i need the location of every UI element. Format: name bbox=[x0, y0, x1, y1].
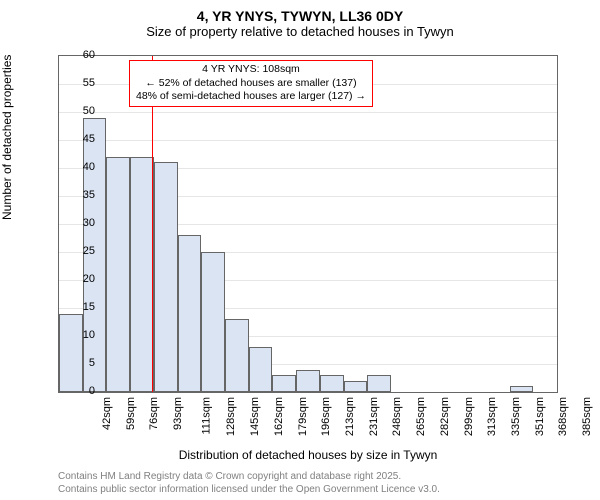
y-tick-label: 25 bbox=[65, 245, 95, 257]
x-tick-label: 265sqm bbox=[415, 397, 427, 436]
histogram-bar bbox=[106, 157, 130, 392]
histogram-bar bbox=[225, 319, 249, 392]
y-tick-label: 40 bbox=[65, 161, 95, 173]
histogram-bar bbox=[510, 386, 534, 392]
y-tick-label: 20 bbox=[65, 273, 95, 285]
y-tick-label: 10 bbox=[65, 329, 95, 341]
histogram-bar bbox=[272, 375, 296, 392]
x-tick-label: 128sqm bbox=[226, 397, 238, 436]
histogram-bar bbox=[130, 157, 154, 392]
x-tick-label: 231sqm bbox=[368, 397, 380, 436]
y-tick-label: 30 bbox=[65, 217, 95, 229]
histogram-bar bbox=[344, 381, 368, 392]
title-line-2: Size of property relative to detached ho… bbox=[0, 24, 600, 39]
x-tick-label: 385sqm bbox=[581, 397, 593, 436]
gridline bbox=[59, 140, 557, 141]
x-tick-label: 213sqm bbox=[344, 397, 356, 436]
x-tick-label: 248sqm bbox=[392, 397, 404, 436]
gridline bbox=[59, 112, 557, 113]
chart-container: 4, YR YNYS, TYWYN, LL36 0DY Size of prop… bbox=[0, 0, 600, 500]
footer-line-1: Contains HM Land Registry data © Crown c… bbox=[58, 471, 440, 484]
y-tick-label: 15 bbox=[65, 301, 95, 313]
histogram-bar bbox=[201, 252, 225, 392]
y-tick-label: 45 bbox=[65, 133, 95, 145]
x-tick-label: 351sqm bbox=[534, 397, 546, 436]
histogram-bar bbox=[296, 370, 320, 392]
annotation-line-2: ← 52% of detached houses are smaller (13… bbox=[136, 77, 366, 91]
y-tick-label: 50 bbox=[65, 105, 95, 117]
footer-attribution: Contains HM Land Registry data © Crown c… bbox=[58, 471, 440, 496]
chart-titles: 4, YR YNYS, TYWYN, LL36 0DY Size of prop… bbox=[0, 0, 600, 39]
x-tick-label: 282sqm bbox=[439, 397, 451, 436]
x-axis-label: Distribution of detached houses by size … bbox=[58, 448, 558, 462]
y-tick-label: 5 bbox=[65, 357, 95, 369]
x-tick-label: 76sqm bbox=[148, 397, 160, 430]
x-tick-label: 162sqm bbox=[273, 397, 285, 436]
y-axis-label: Number of detached properties bbox=[0, 55, 14, 220]
x-tick-label: 299sqm bbox=[463, 397, 475, 436]
y-tick-label: 0 bbox=[65, 385, 95, 397]
histogram-bar bbox=[367, 375, 391, 392]
x-tick-label: 59sqm bbox=[125, 397, 137, 430]
x-tick-label: 313sqm bbox=[486, 397, 498, 436]
y-tick-label: 35 bbox=[65, 189, 95, 201]
annotation-line-1: 4 YR YNYS: 108sqm bbox=[136, 63, 366, 77]
x-tick-label: 368sqm bbox=[558, 397, 570, 436]
histogram-bar bbox=[249, 347, 273, 392]
histogram-bar bbox=[178, 235, 202, 392]
title-line-1: 4, YR YNYS, TYWYN, LL36 0DY bbox=[0, 8, 600, 24]
annotation-box: 4 YR YNYS: 108sqm← 52% of detached house… bbox=[129, 60, 373, 107]
annotation-line-3: 48% of semi-detached houses are larger (… bbox=[136, 90, 366, 104]
x-tick-label: 335sqm bbox=[510, 397, 522, 436]
x-tick-label: 145sqm bbox=[249, 397, 261, 436]
x-tick-label: 93sqm bbox=[172, 397, 184, 430]
footer-line-2: Contains public sector information licen… bbox=[58, 484, 440, 497]
x-tick-label: 179sqm bbox=[297, 397, 309, 436]
x-tick-label: 111sqm bbox=[200, 397, 212, 435]
x-tick-label: 196sqm bbox=[320, 397, 332, 436]
y-tick-label: 60 bbox=[65, 49, 95, 61]
plot-area: 4 YR YNYS: 108sqm← 52% of detached house… bbox=[58, 55, 558, 393]
histogram-bar bbox=[320, 375, 344, 392]
x-tick-label: 42sqm bbox=[101, 397, 113, 430]
histogram-bar bbox=[59, 314, 83, 392]
y-tick-label: 55 bbox=[65, 77, 95, 89]
histogram-bar bbox=[154, 162, 178, 392]
